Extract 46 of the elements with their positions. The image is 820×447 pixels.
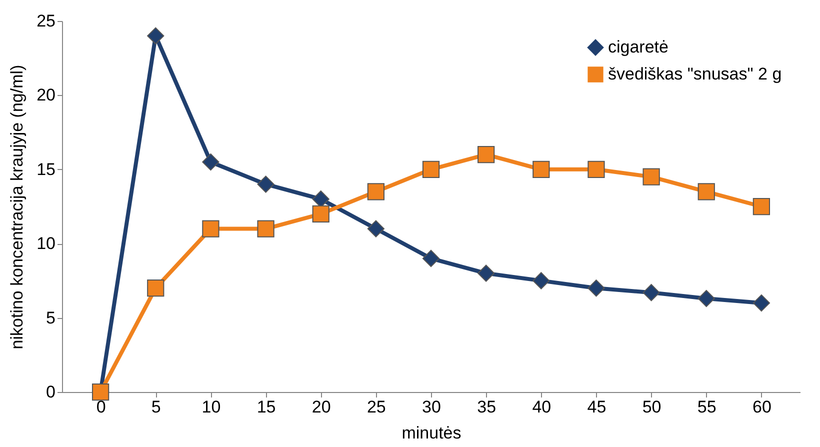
x-tick-label: 15 bbox=[256, 398, 276, 416]
y-tick-label: 20 bbox=[36, 86, 56, 105]
point bbox=[588, 280, 605, 297]
x-tick-label: 45 bbox=[587, 398, 606, 416]
legend-label: cigaretė bbox=[608, 38, 668, 56]
y-tick-label: 15 bbox=[36, 160, 56, 179]
y-tick-label: 0 bbox=[46, 382, 56, 402]
point bbox=[532, 272, 550, 290]
point bbox=[147, 280, 164, 297]
x-tick-label: 60 bbox=[752, 398, 772, 416]
point bbox=[642, 168, 660, 186]
point bbox=[202, 153, 220, 171]
point bbox=[532, 160, 550, 178]
point bbox=[698, 290, 715, 308]
x-tick-label: 30 bbox=[422, 398, 441, 416]
legend-label: švediškas "snusas" 2 g bbox=[608, 64, 782, 84]
point bbox=[422, 250, 440, 267]
point bbox=[147, 27, 164, 44]
point bbox=[422, 160, 440, 178]
point bbox=[257, 176, 274, 193]
y-tick-label: 5 bbox=[46, 308, 56, 328]
point bbox=[202, 220, 220, 238]
x-tick-label: 10 bbox=[202, 398, 221, 416]
y-axis-title: nikotino koncentracija kraujyje (ng/ml) bbox=[8, 64, 27, 350]
point bbox=[588, 160, 605, 178]
x-tick-label: 20 bbox=[312, 398, 331, 416]
point bbox=[642, 284, 660, 302]
point bbox=[752, 198, 770, 216]
x-tick-label: 25 bbox=[366, 398, 386, 416]
point bbox=[478, 146, 495, 164]
point bbox=[257, 220, 274, 238]
y-tick-label: 25 bbox=[36, 12, 56, 30]
point bbox=[367, 183, 384, 200]
x-tick-label: 35 bbox=[477, 398, 496, 416]
x-tick-label: 50 bbox=[642, 398, 662, 416]
point bbox=[478, 264, 495, 282]
y-tick-label: 10 bbox=[36, 234, 56, 254]
x-tick-label: 5 bbox=[151, 398, 161, 416]
x-tick-label: 40 bbox=[532, 398, 552, 416]
x-tick-label: 0 bbox=[96, 398, 106, 416]
x-tick-label: 55 bbox=[697, 398, 716, 416]
point bbox=[312, 205, 330, 222]
x-axis-title: minutės bbox=[402, 424, 462, 442]
point bbox=[752, 294, 770, 312]
point bbox=[698, 183, 715, 200]
point bbox=[367, 220, 384, 238]
